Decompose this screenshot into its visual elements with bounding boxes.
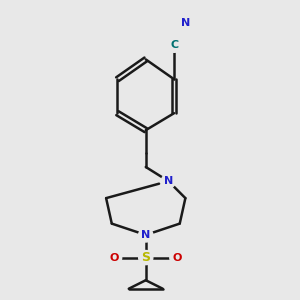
- Circle shape: [161, 174, 176, 188]
- Text: N: N: [181, 18, 190, 28]
- Circle shape: [167, 38, 181, 52]
- Text: C: C: [170, 40, 178, 50]
- Circle shape: [178, 16, 193, 30]
- Circle shape: [107, 250, 122, 265]
- Text: O: O: [110, 253, 119, 262]
- Text: N: N: [164, 176, 173, 186]
- Circle shape: [170, 250, 184, 265]
- Circle shape: [139, 228, 153, 242]
- Circle shape: [139, 250, 153, 265]
- Text: O: O: [172, 253, 182, 262]
- Text: N: N: [141, 230, 150, 240]
- Text: S: S: [141, 251, 150, 264]
